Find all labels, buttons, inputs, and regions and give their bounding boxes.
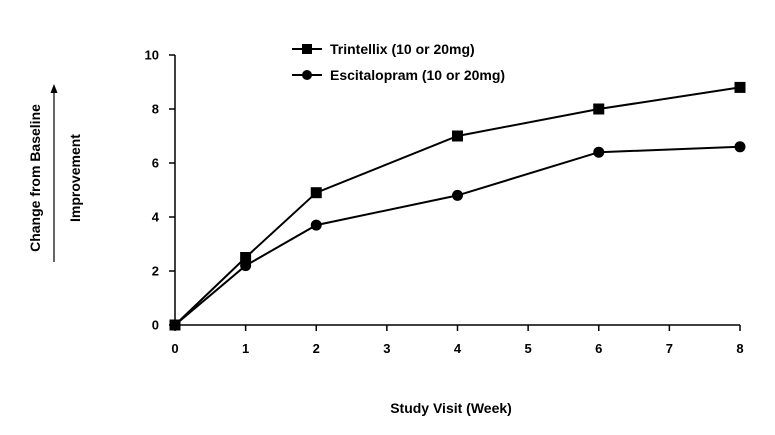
y-tick-label: 6 [152, 156, 159, 171]
data-point-escitalopram [240, 260, 252, 272]
data-point-trintellix [240, 252, 252, 263]
x-tick-label: 6 [595, 341, 602, 356]
x-tick-label: 1 [242, 341, 249, 356]
x-ticks: 0 1 2 3 4 5 6 7 8 [171, 325, 744, 356]
x-tick-label: 5 [525, 341, 532, 356]
data-point-escitalopram [169, 319, 181, 331]
data-point-trintellix [310, 187, 322, 199]
y-tick-label: 0 [152, 318, 159, 333]
x-tick-label: 4 [454, 341, 462, 356]
x-tick-label: 2 [313, 341, 320, 356]
y-tick-label: 8 [152, 102, 159, 117]
data-point-trintellix [593, 103, 605, 115]
data-point-escitalopram [452, 189, 463, 201]
x-axis-title: Study Visit (Week) [390, 400, 512, 416]
data-point-escitalopram [593, 146, 605, 158]
legend-label-escitalopram: Escitalopram (10 or 20mg) [330, 67, 505, 83]
legend-square-marker-icon [302, 44, 312, 54]
y-axis-title: Change from Baseline [27, 104, 43, 252]
x-tick-label: 8 [736, 341, 743, 356]
y-tick-label: 10 [145, 48, 159, 63]
legend-circle-marker-icon [302, 70, 312, 80]
y-tick-label: 2 [152, 264, 159, 279]
y-tick-label: 4 [152, 210, 160, 225]
x-tick-label: 0 [171, 341, 178, 356]
data-point-escitalopram [310, 219, 322, 231]
x-tick-label: 3 [383, 341, 390, 356]
data-point-trintellix [452, 130, 463, 142]
series-line-trintellix [174, 86, 741, 326]
data-point-trintellix [734, 81, 746, 93]
legend: Trintellix (10 or 20mg) Escitalopram (10… [292, 41, 505, 83]
data-point-escitalopram [734, 141, 746, 153]
series-line-escitalopram [174, 145, 741, 326]
y-axis-subtitle: Improvement [67, 134, 83, 222]
legend-label-trintellix: Trintellix (10 or 20mg) [330, 41, 475, 57]
y-ticks: 0 2 4 6 8 10 [145, 48, 175, 333]
series-layer [169, 81, 746, 331]
improvement-arrow-icon [50, 84, 58, 93]
x-tick-label: 7 [666, 341, 673, 356]
